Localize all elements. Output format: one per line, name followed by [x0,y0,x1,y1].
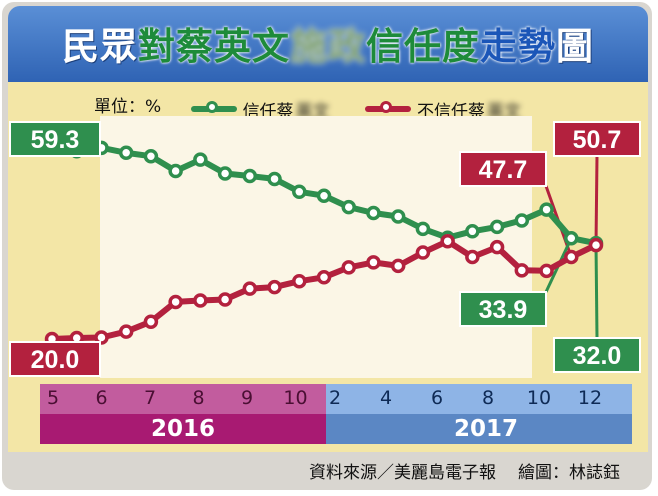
distrust-point [415,245,431,260]
value-label: 59.3 [31,126,80,154]
legend-line-distrust-icon [364,101,411,113]
distrust-point [242,281,258,296]
trust-point [316,188,332,203]
tick-label-2016: 9 [240,387,254,409]
title-part-4: 信任度 [366,25,480,68]
trust-point [366,205,381,221]
title-part-2: 對蔡英文 [138,25,290,68]
distrust-point [316,270,332,285]
year-row-2017 [326,414,632,444]
trust-point [292,184,307,200]
distrust-point [588,237,604,253]
distrust-point [292,273,307,289]
value-label-box [459,151,547,187]
title-bar: 民眾對蔡英文施政信任度走勢圖 [8,6,648,82]
distrust-point [143,314,159,329]
value-label-box [9,341,101,377]
distrust-point [366,255,381,270]
tick-label-2016: 6 [95,387,108,409]
title-part-6: 圖 [556,25,594,68]
month-row-2016 [40,384,326,414]
trust-point [564,230,579,246]
value-label: 32.0 [573,342,622,370]
tick-label-2016: 5 [46,387,60,409]
tick-label-2017: 10 [526,387,552,409]
legend-line-trust-icon [190,101,237,113]
distrust-point [193,293,208,308]
trust-point [242,168,258,184]
distrust-point [341,260,356,275]
distrust-point [514,263,530,278]
month-row-2017 [326,384,632,414]
distrust-point [118,324,134,339]
title-part-5: 走勢 [480,25,556,68]
trust-point [193,152,208,167]
tick-label-2017: 2 [328,387,342,409]
tick-label-2016: 7 [143,387,157,409]
tick-label-2016: 10 [283,387,308,409]
distrust-point [94,330,109,345]
year-row-2016 [40,414,326,444]
trust-point [341,199,356,215]
distrust-point [465,249,480,265]
source-line: 資料來源／美麗島電子報 繪圖：林誌鈺 [0,458,620,483]
trust-point [267,171,282,187]
distrust-point [489,239,505,255]
value-label-box [9,121,101,157]
trust-point [390,209,406,224]
value-label-box [553,121,641,157]
tick-label-2017: 6 [430,387,444,409]
trust-point [465,224,480,239]
distrust-point [390,258,406,274]
value-label: 33.9 [479,296,528,324]
chart-title: 民眾對蔡英文施政信任度走勢圖 [8,16,648,70]
trust-point [415,221,431,237]
distrust-point [564,249,579,265]
tick-label-2017: 12 [577,387,603,409]
x-axis: 5 6 7 8 9 10 2 4 6 8 10 12 2016 2017 [40,384,632,446]
distrust-point [217,292,233,307]
distrust-point [168,294,183,310]
source-text: 資料來源／美麗島電子報 [309,463,496,483]
tick-label-2017: 4 [379,387,393,409]
trust-point [514,213,530,228]
callout-pointer [594,243,599,339]
tick-label-2017: 8 [481,387,495,409]
year-label-2016: 2016 [150,416,216,442]
unit-label: 單位：% [94,97,162,117]
value-label: 20.0 [31,346,80,374]
title-part-blurred: 施政 [290,25,366,68]
trust-point [168,163,183,179]
title-part-1: 民眾 [62,25,138,68]
value-label-box [553,337,641,373]
credit-text: 繪圖：林誌鈺 [518,463,620,483]
trust-point [118,145,134,161]
tick-label-2016: 8 [192,387,205,409]
distrust-point [267,279,282,295]
distrust-point [539,263,554,279]
trust-point [217,166,233,181]
year-label-2017: 2017 [453,416,519,442]
trust-point [539,202,554,217]
value-label-box [459,291,547,327]
distrust-point [440,233,455,249]
trust-point [489,219,505,235]
callout-pointer [594,155,599,246]
trust-point [143,148,159,164]
value-label: 47.7 [479,156,528,184]
value-label: 50.7 [573,126,622,154]
